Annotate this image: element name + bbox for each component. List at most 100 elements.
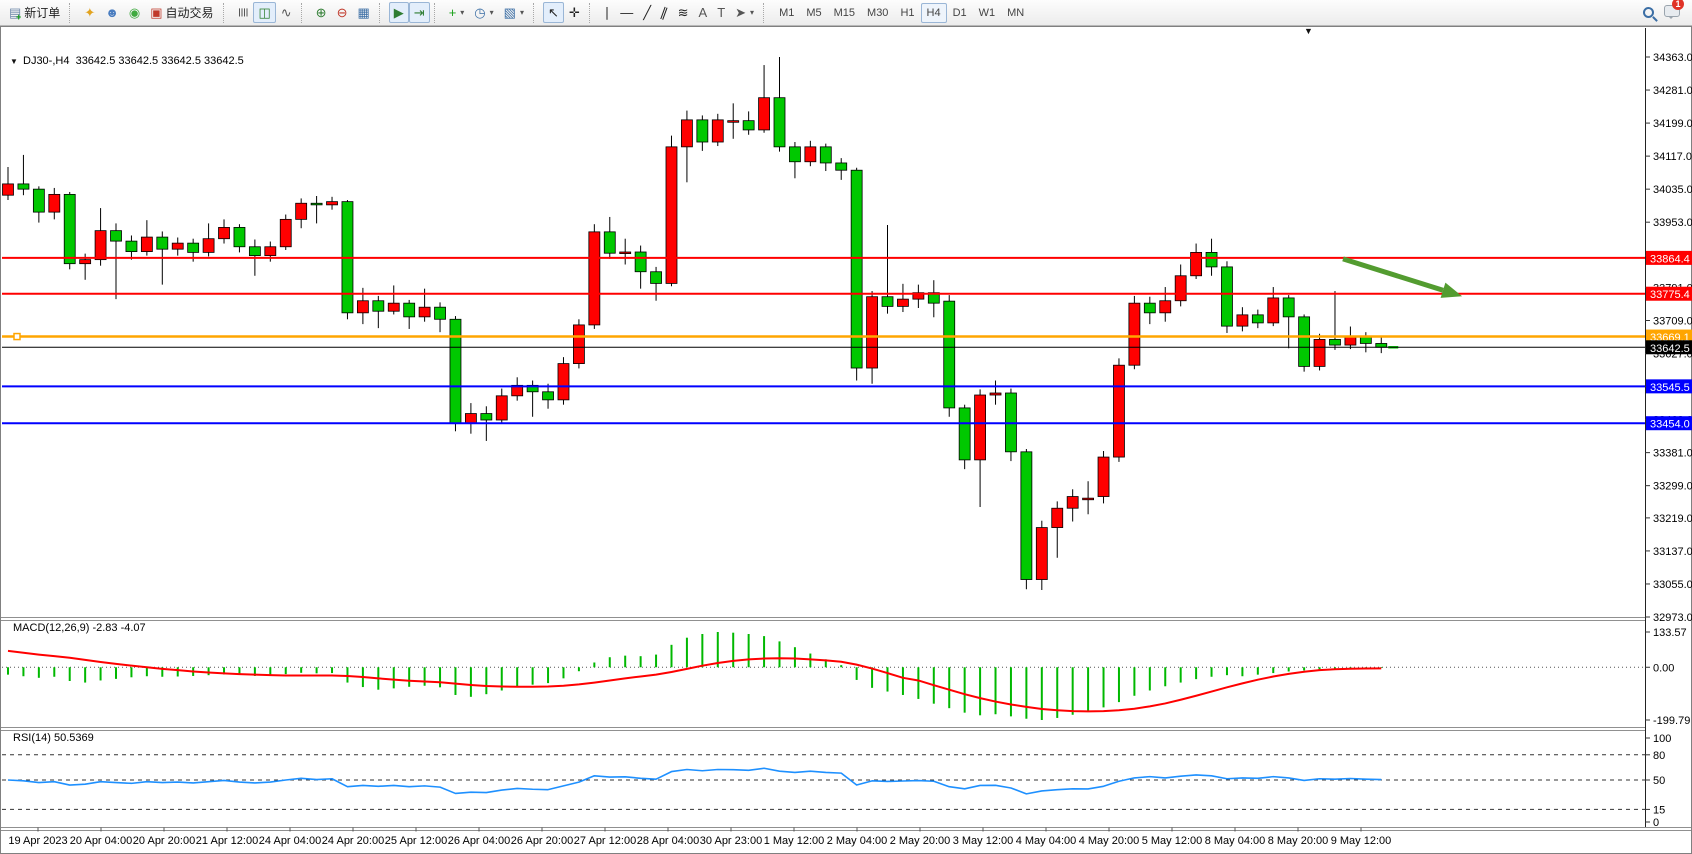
- price-axis-label: 33381.0: [1653, 448, 1692, 460]
- fibonacci-button[interactable]: ≋: [673, 2, 694, 23]
- time-axis-label[interactable]: 4 May 04:00: [1016, 835, 1077, 847]
- zoom-in-button[interactable]: ⊕: [311, 2, 332, 23]
- candle-body: [202, 238, 215, 253]
- candle-body: [32, 188, 45, 213]
- candle-body: [1313, 339, 1326, 367]
- equidistant-channel-button[interactable]: ∥: [656, 2, 673, 23]
- signals-icon-button[interactable]: ◉: [124, 2, 145, 23]
- arrow-annotation-head[interactable]: [1440, 282, 1463, 298]
- one-click-trading-arrow[interactable]: ▼: [10, 57, 18, 66]
- time-axis-label[interactable]: 4 May 20:00: [1079, 835, 1140, 847]
- candle-body: [295, 202, 308, 220]
- chevron-down-icon[interactable]: ▾: [519, 8, 524, 17]
- timeframe-button-d1[interactable]: D1: [952, 6, 967, 19]
- text-button[interactable]: A: [694, 2, 713, 23]
- timeframe-button-h4[interactable]: H4: [920, 2, 947, 23]
- candle-body: [1051, 507, 1064, 528]
- candle-body: [989, 392, 1002, 396]
- time-axis-label[interactable]: 24 Apr 20:00: [322, 835, 384, 847]
- toolbar-separator: [378, 2, 386, 23]
- chevron-down-icon[interactable]: ▾: [750, 8, 755, 17]
- timeframe-button-m30[interactable]: M30: [867, 6, 889, 19]
- time-axis-label[interactable]: 8 May 20:00: [1268, 835, 1329, 847]
- time-axis-label[interactable]: 28 Apr 04:00: [637, 835, 699, 847]
- time-axis-label[interactable]: 1 May 12:00: [764, 835, 825, 847]
- toolbar-separator: [69, 2, 76, 23]
- time-axis-label[interactable]: 26 Apr 20:00: [511, 835, 573, 847]
- tile-windows-button[interactable]: ▦: [352, 2, 374, 23]
- time-axis-label[interactable]: 20 Apr 20:00: [133, 835, 195, 847]
- time-axis-label[interactable]: 26 Apr 04:00: [448, 835, 510, 847]
- chart-frame: [0, 26, 1692, 854]
- candle-body: [557, 363, 570, 401]
- macd-signal-line: [7, 649, 1382, 713]
- candle-body: [542, 391, 554, 401]
- time-axis-label[interactable]: 24 Apr 04:00: [259, 835, 321, 847]
- time-axis-label[interactable]: 8 May 04:00: [1205, 835, 1266, 847]
- time-axis-label[interactable]: 21 Apr 12:00: [196, 835, 258, 847]
- community-icon-button[interactable]: ☻: [100, 2, 124, 23]
- auto-scroll-button[interactable]: ▶: [388, 2, 409, 23]
- trendline-button[interactable]: ╱: [638, 2, 656, 23]
- time-axis-label[interactable]: 27 Apr 12:00: [574, 835, 636, 847]
- candle-body: [449, 318, 462, 424]
- time-axis-label[interactable]: 3 May 12:00: [953, 835, 1014, 847]
- auto-trading-button-label: 自动交易: [165, 6, 214, 20]
- toolbar-separator: [300, 2, 308, 23]
- candle-body: [434, 306, 446, 320]
- time-axis-label[interactable]: 25 Apr 12:00: [385, 835, 447, 847]
- chart-menu-arrow[interactable]: ▼: [1304, 26, 1313, 36]
- auto-trading-button[interactable]: ▣ 自动交易: [145, 2, 218, 23]
- price-chart: 34363.0 34281.0 34199.0 34117.0 34035.0 33953…: [0, 26, 1692, 854]
- bar-chart-type-button[interactable]: ≣: [233, 2, 254, 23]
- time-axis-label[interactable]: 19 Apr 2023: [8, 835, 67, 847]
- templates-button[interactable]: ▧ ▾: [499, 2, 529, 23]
- timeframe-button-m15[interactable]: M15: [833, 6, 856, 19]
- search-icon[interactable]: [1643, 7, 1654, 18]
- chevron-down-icon[interactable]: ▾: [489, 8, 494, 17]
- line-chart-type-button[interactable]: ∿: [276, 2, 297, 23]
- new-order-button[interactable]: ▤ + 新订单: [4, 2, 65, 23]
- time-axis-label[interactable]: 2 May 20:00: [890, 835, 951, 847]
- time-axis-label[interactable]: 5 May 12:00: [1142, 835, 1203, 847]
- horizontal-line-icon: ―: [620, 5, 634, 20]
- line-drag-handle[interactable]: [13, 332, 21, 341]
- time-axis-label[interactable]: 30 Apr 23:00: [700, 835, 762, 847]
- candle-body: [1066, 496, 1079, 509]
- candle-body: [233, 227, 246, 248]
- vertical-line-button[interactable]: ∣: [599, 2, 616, 23]
- timeframe-button-mn[interactable]: MN: [1007, 6, 1025, 19]
- indicators-button[interactable]: + ▾: [444, 2, 470, 23]
- chat-button[interactable]: 1: [1664, 0, 1684, 22]
- cursor-button[interactable]: ↖: [542, 2, 564, 23]
- periods-icon: ◷: [474, 5, 486, 20]
- candle-body: [804, 146, 817, 163]
- chevron-down-icon[interactable]: ▾: [460, 8, 465, 17]
- timeframe-button-m5[interactable]: M5: [806, 6, 822, 19]
- text-label-button[interactable]: T: [712, 2, 730, 23]
- time-axis-label[interactable]: 2 May 04:00: [827, 835, 888, 847]
- arrows-button[interactable]: ➤ ▾: [730, 2, 759, 23]
- rsi-axis-label: 15: [1653, 804, 1665, 816]
- candle-body: [156, 236, 169, 250]
- timeframe-button-h1[interactable]: H1: [900, 6, 915, 19]
- candle-body: [418, 306, 431, 318]
- chart-shift-button[interactable]: ⇥: [408, 2, 430, 23]
- arrow-annotation-shaft[interactable]: [1342, 256, 1444, 293]
- time-axis-label[interactable]: 20 Apr 04:00: [70, 835, 132, 847]
- candle-body: [326, 201, 338, 206]
- timeframe-button-m1[interactable]: M1: [779, 6, 795, 19]
- candlestick-chart-type-button[interactable]: ◫: [253, 2, 276, 23]
- horizontal-line-button[interactable]: ―: [615, 2, 638, 23]
- zoom-out-button[interactable]: ⊖: [332, 2, 353, 23]
- crosshair-button[interactable]: ✛: [564, 2, 585, 23]
- candle-body: [773, 97, 786, 148]
- periods-button[interactable]: ◷ ▾: [469, 2, 498, 23]
- timeframe-button-w1[interactable]: W1: [978, 6, 996, 19]
- time-axis-label[interactable]: 9 May 12:00: [1331, 835, 1392, 847]
- demo-account-icon-button[interactable]: ✦: [79, 2, 100, 23]
- candle-body: [1282, 297, 1295, 318]
- rsi-axis-label: 80: [1653, 750, 1665, 762]
- candle-body: [171, 242, 184, 250]
- candle-body: [758, 97, 770, 131]
